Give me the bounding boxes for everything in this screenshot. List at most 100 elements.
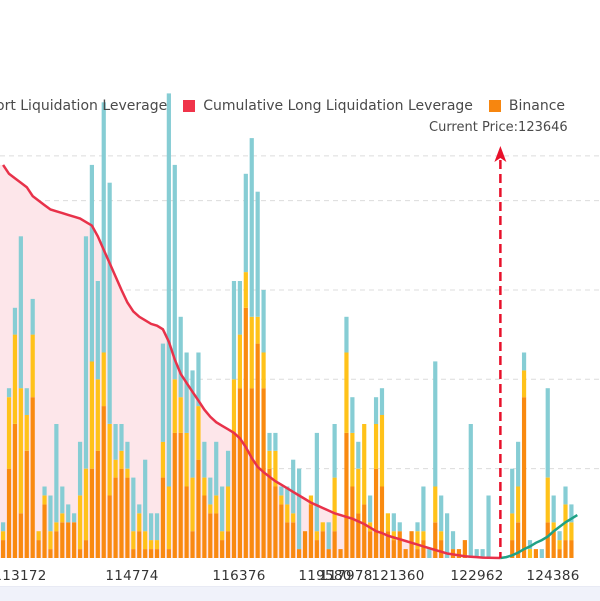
bar-segment-exchange-b[interactable] bbox=[160, 441, 166, 478]
bar-segment-binance[interactable] bbox=[320, 531, 325, 558]
bar-segment-exchange-c[interactable] bbox=[427, 549, 432, 558]
bar-segment-binance[interactable] bbox=[326, 549, 331, 558]
bar-segment-binance[interactable] bbox=[510, 540, 515, 558]
legend-item-short[interactable]: ort Liquidation Leverage bbox=[0, 98, 167, 114]
bar-segment-exchange-b[interactable] bbox=[344, 352, 349, 433]
bar-segment-exchange-c[interactable] bbox=[421, 486, 426, 532]
bar-segment-exchange-b[interactable] bbox=[332, 477, 337, 532]
bar-segment-exchange-c[interactable] bbox=[214, 441, 219, 496]
bar-segment-exchange-b[interactable] bbox=[214, 495, 219, 514]
bar-segment-binance[interactable] bbox=[237, 388, 242, 558]
bar-segment-exchange-b[interactable] bbox=[107, 424, 112, 496]
bar-segment-exchange-c[interactable] bbox=[539, 549, 544, 558]
bar-segment-exchange-b[interactable] bbox=[391, 531, 396, 541]
bar-segment-exchange-c[interactable] bbox=[154, 513, 160, 541]
bar-segment-exchange-c[interactable] bbox=[113, 424, 118, 460]
bar-segment-exchange-b[interactable] bbox=[42, 495, 47, 505]
bar-segment-exchange-c[interactable] bbox=[486, 495, 491, 559]
bar-segment-binance[interactable] bbox=[202, 495, 207, 559]
bar-segment-exchange-c[interactable] bbox=[18, 236, 23, 389]
bar-segment-binance[interactable] bbox=[391, 540, 396, 558]
bar-segment-binance[interactable] bbox=[267, 468, 272, 558]
bar-segment-exchange-c[interactable] bbox=[249, 138, 254, 317]
bar-segment-binance[interactable] bbox=[60, 522, 65, 558]
bar-segment-binance[interactable] bbox=[220, 540, 225, 558]
bar-segment-exchange-c[interactable] bbox=[510, 468, 515, 514]
bar-segment-exchange-c[interactable] bbox=[545, 388, 550, 478]
bar-segment-binance[interactable] bbox=[379, 486, 385, 559]
bar-segment-exchange-c[interactable] bbox=[433, 361, 438, 487]
bar-segment-binance[interactable] bbox=[18, 513, 23, 558]
bar-segment-exchange-b[interactable] bbox=[314, 531, 319, 541]
bar-segment-binance[interactable] bbox=[563, 540, 568, 558]
bar-segment-exchange-c[interactable] bbox=[563, 486, 568, 505]
bar-segment-exchange-c[interactable] bbox=[243, 173, 248, 273]
bar-segment-binance[interactable] bbox=[125, 477, 130, 558]
bar-segment-binance[interactable] bbox=[551, 531, 556, 558]
bar-segment-binance[interactable] bbox=[362, 504, 367, 558]
bar-segment-exchange-c[interactable] bbox=[350, 397, 355, 433]
bar-segment-binance[interactable] bbox=[302, 531, 308, 558]
bar-segment-exchange-c[interactable] bbox=[391, 513, 396, 532]
bar-segment-binance[interactable] bbox=[291, 522, 296, 558]
bar-segment-exchange-c[interactable] bbox=[231, 281, 237, 380]
bar-segment-exchange-b[interactable] bbox=[18, 388, 23, 514]
bar-segment-binance[interactable] bbox=[255, 343, 260, 558]
bar-segment-binance[interactable] bbox=[154, 549, 160, 558]
bar-segment-binance[interactable] bbox=[184, 486, 189, 559]
bar-segment-binance[interactable] bbox=[36, 540, 41, 558]
bar-segment-binance[interactable] bbox=[166, 549, 171, 558]
bar-segment-exchange-c[interactable] bbox=[166, 93, 171, 487]
bar-segment-binance[interactable] bbox=[196, 459, 201, 558]
bar-segment-exchange-c[interactable] bbox=[54, 424, 59, 523]
bar-segment-binance[interactable] bbox=[456, 549, 462, 558]
bar-segment-exchange-c[interactable] bbox=[225, 450, 231, 487]
bar-segment-exchange-b[interactable] bbox=[196, 406, 201, 460]
bar-segment-binance[interactable] bbox=[314, 540, 319, 558]
bar-segment-exchange-c[interactable] bbox=[48, 495, 53, 532]
bar-segment-binance[interactable] bbox=[462, 540, 467, 558]
bar-segment-binance[interactable] bbox=[113, 477, 118, 558]
bar-segment-exchange-c[interactable] bbox=[137, 504, 142, 514]
bar-segment-binance[interactable] bbox=[285, 522, 290, 558]
bar-segment-binance[interactable] bbox=[107, 495, 112, 559]
bar-segment-exchange-b[interactable] bbox=[551, 522, 556, 532]
bar-segment-exchange-c[interactable] bbox=[119, 424, 124, 451]
bar-segment-exchange-b[interactable] bbox=[350, 432, 355, 487]
range-slider-track[interactable] bbox=[0, 586, 600, 601]
bar-segment-exchange-c[interactable] bbox=[397, 522, 402, 532]
bar-segment-exchange-c[interactable] bbox=[474, 549, 479, 558]
bar-segment-exchange-c[interactable] bbox=[24, 388, 29, 415]
bar-segment-binance[interactable] bbox=[208, 513, 213, 558]
bar-segment-exchange-c[interactable] bbox=[12, 307, 18, 335]
bar-segment-exchange-c[interactable] bbox=[557, 531, 562, 541]
bar-segment-binance[interactable] bbox=[338, 549, 343, 558]
bar-segment-exchange-c[interactable] bbox=[208, 477, 213, 505]
bar-segment-exchange-b[interactable] bbox=[143, 531, 148, 550]
bar-segment-binance[interactable] bbox=[131, 549, 136, 558]
bar-segment-exchange-c[interactable] bbox=[95, 281, 100, 380]
bar-segment-binance[interactable] bbox=[397, 531, 402, 558]
bar-segment-exchange-c[interactable] bbox=[521, 352, 527, 371]
bar-segment-exchange-c[interactable] bbox=[516, 441, 521, 487]
bar-segment-binance[interactable] bbox=[137, 531, 142, 558]
bar-segment-exchange-b[interactable] bbox=[184, 432, 189, 487]
bar-segment-exchange-c[interactable] bbox=[344, 316, 349, 353]
bar-segment-exchange-b[interactable] bbox=[119, 450, 124, 469]
bar-segment-exchange-c[interactable] bbox=[297, 468, 302, 550]
bar-segment-exchange-b[interactable] bbox=[273, 450, 278, 487]
bar-segment-exchange-c[interactable] bbox=[261, 290, 266, 353]
bar-segment-binance[interactable] bbox=[415, 549, 420, 558]
bar-segment-binance[interactable] bbox=[231, 432, 237, 558]
bar-segment-exchange-c[interactable] bbox=[143, 459, 148, 532]
bar-segment-binance[interactable] bbox=[6, 468, 12, 558]
bar-segment-binance[interactable] bbox=[24, 450, 29, 558]
bar-segment-binance[interactable] bbox=[350, 486, 355, 559]
bar-segment-binance[interactable] bbox=[143, 549, 148, 558]
bar-segment-exchange-b[interactable] bbox=[36, 531, 41, 541]
bar-segment-exchange-b[interactable] bbox=[77, 495, 83, 550]
bar-segment-exchange-b[interactable] bbox=[285, 504, 290, 523]
bar-segment-binance[interactable] bbox=[439, 540, 444, 558]
bar-segment-exchange-b[interactable] bbox=[569, 522, 574, 541]
bar-segment-exchange-c[interactable] bbox=[149, 513, 154, 541]
